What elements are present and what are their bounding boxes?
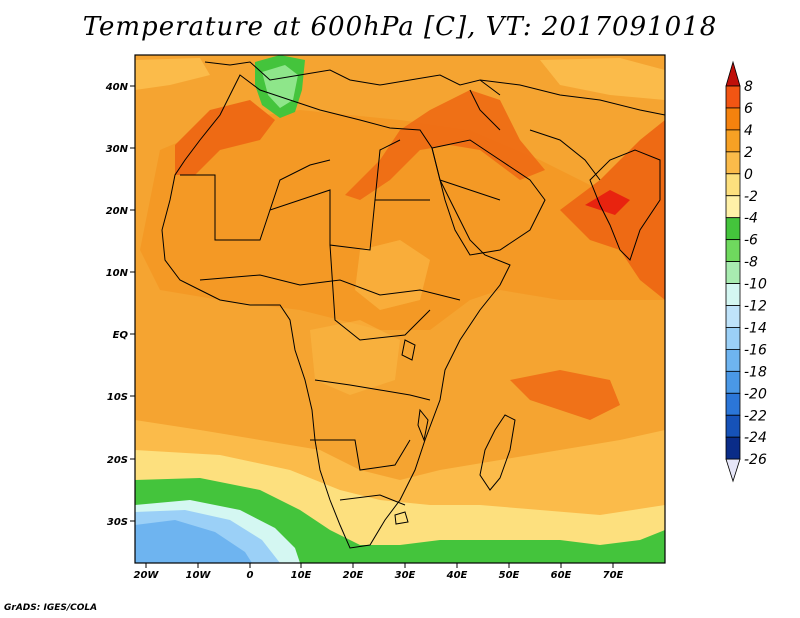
colorbar-top-arrow [725, 60, 741, 87]
map-frame [134, 54, 666, 564]
colorbar-label: -24 [744, 430, 767, 446]
colorbar-label: 8 [744, 79, 753, 95]
lon-label: 20W [134, 570, 160, 581]
colorbar-swatch [725, 85, 741, 109]
colorbar [725, 60, 741, 483]
colorbar-label: -22 [744, 408, 767, 424]
colorbar-label: -20 [744, 386, 767, 402]
lon-label: 40E [446, 570, 468, 581]
footer-credit: GrADS: IGES/COLA [4, 603, 98, 613]
lon-label: 20E [343, 570, 364, 581]
colorbar-label: -14 [744, 320, 767, 336]
colorbar-swatch [725, 129, 741, 153]
colorbar-swatch [725, 173, 741, 197]
colorbar-bottom-arrow [725, 458, 741, 483]
lat-label: 30S [107, 517, 128, 528]
colorbar-swatch [725, 327, 741, 350]
colorbar-swatch [725, 151, 741, 175]
colorbar-swatch [725, 348, 741, 372]
colorbar-swatch [725, 436, 741, 460]
lon-label: 0 [247, 570, 254, 581]
axis-ticks [130, 85, 614, 568]
colorbar-label: -10 [744, 277, 767, 293]
lat-label: 40N [105, 82, 129, 93]
lat-label: 20N [106, 206, 129, 217]
colorbar-label: -12 [744, 299, 767, 315]
colorbar-label: 2 [744, 145, 753, 161]
colorbar-label: 4 [744, 123, 753, 139]
lon-label: 10W [186, 570, 212, 581]
temperature-field [135, 55, 665, 563]
colorbar-label: -16 [744, 342, 767, 358]
lat-label: 20S [107, 455, 128, 466]
colorbar-swatch [725, 195, 741, 219]
colorbar-swatch [725, 392, 741, 416]
colorbar-label: -18 [744, 364, 767, 380]
colorbar-swatch [725, 414, 741, 438]
colorbar-label: -4 [744, 211, 758, 227]
coastline-borders [161, 61, 666, 549]
colorbar-labels: 8 6 4 2 0 -2 -4 -6 -8 -10 -12 -14 -16 -18 -20 -22 -24 -26 [744, 79, 767, 468]
colorbar-label: -8 [744, 255, 758, 271]
colorbar-swatch [725, 283, 741, 306]
lon-label: 50E [499, 570, 520, 581]
colorbar-label: -26 [744, 452, 767, 468]
colorbar-swatch [725, 261, 741, 284]
lon-label: 70E [603, 570, 624, 581]
colorbar-label: 0 [744, 167, 753, 183]
lon-label: 10E [291, 570, 312, 581]
latitude-labels: 40N 30N 20N 10N EQ 10S 20S 30S [105, 82, 129, 528]
lat-label: 30N [106, 144, 129, 155]
colorbar-swatch [725, 305, 741, 328]
colorbar-swatch [725, 370, 741, 394]
lat-label: 10N [106, 268, 129, 279]
longitude-labels: 20W 10W 0 10E 20E 30E 40E 50E 60E 70E [134, 570, 624, 581]
colorbar-label: -6 [744, 233, 758, 249]
colorbar-swatch [725, 107, 741, 131]
lon-label: 30E [395, 570, 416, 581]
lat-label: EQ [113, 330, 129, 341]
colorbar-swatch [725, 217, 741, 241]
colorbar-label: -2 [744, 189, 758, 205]
map-title: Temperature at 600hPa [C], VT: 201709101… [82, 12, 718, 42]
lon-label: 60E [551, 570, 572, 581]
lat-label: 10S [107, 392, 128, 403]
colorbar-swatch [725, 239, 741, 262]
colorbar-label: 6 [744, 101, 753, 117]
